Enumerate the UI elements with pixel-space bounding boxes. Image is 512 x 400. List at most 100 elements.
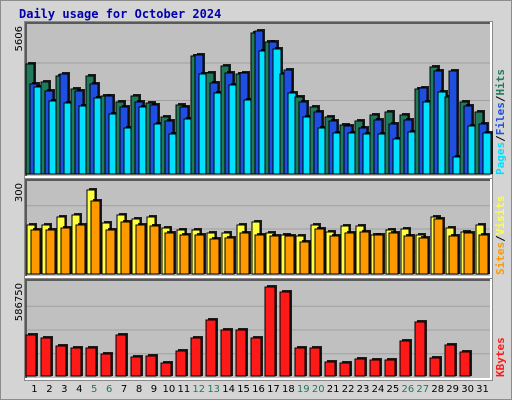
bar-kbytes-day-25-face <box>384 359 396 377</box>
bar-kbytes-day-12-face <box>190 337 202 377</box>
bar-sites-day-17-face <box>269 235 280 275</box>
bar-sites-day-30 <box>463 231 475 275</box>
bar-kbytes-day-22 <box>339 361 352 377</box>
bar-kbytes-day-4-face <box>70 347 82 377</box>
legend-item: / <box>494 235 507 242</box>
legend-item: Sites <box>494 242 507 275</box>
bar-kbytes-day-3 <box>55 344 68 377</box>
bar-kbytes-day-26 <box>399 339 412 377</box>
bar-sites-day-9-face <box>149 225 160 275</box>
bar-kbytes-day-11-face <box>175 350 187 377</box>
bar-sites-day-16 <box>254 233 266 275</box>
bar-sites-day-6 <box>105 228 117 275</box>
bar-kbytes-day-29 <box>444 343 457 377</box>
bar-sites-day-11 <box>179 233 191 275</box>
bar-sites-day-1 <box>30 228 42 275</box>
bar-sites-day-28 <box>433 217 445 275</box>
bar-sites-day-10 <box>164 231 176 275</box>
bar-kbytes-day-2 <box>40 336 53 377</box>
bar-kbytes-day-5-face <box>85 347 97 377</box>
bar-kbytes-day-8 <box>130 355 143 377</box>
panel-2-legend: KBytes <box>494 337 507 377</box>
bar-kbytes-day-25 <box>384 358 397 377</box>
x-tick-label-day-11: 11 <box>177 384 190 395</box>
bar-kbytes-day-28-face <box>429 357 441 377</box>
bar-kbytes-day-26-face <box>399 340 411 377</box>
bar-kbytes-day-23-face <box>354 358 366 377</box>
bar-kbytes-day-9 <box>145 354 158 377</box>
bar-sites-day-15 <box>239 231 251 275</box>
bar-kbytes-day-9-face <box>145 355 157 377</box>
bar-sites-day-5-face <box>90 200 101 275</box>
bar-kbytes-day-17 <box>264 285 277 377</box>
x-tick-label-day-20: 20 <box>312 384 325 395</box>
bar-kbytes-day-6-face <box>100 353 112 377</box>
bar-sites-day-8 <box>135 223 147 275</box>
bar-sites-day-11-face <box>179 234 190 275</box>
bar-sites-day-14-face <box>224 237 235 275</box>
bar-sites-day-12 <box>194 233 206 275</box>
x-tick-label-day-25: 25 <box>387 384 400 395</box>
x-tick-label-day-10: 10 <box>163 384 176 395</box>
bar-sites-day-25-face <box>388 232 399 275</box>
x-tick-label-day-31: 31 <box>476 384 489 395</box>
bar-kbytes-day-24 <box>369 358 382 377</box>
x-tick-label-day-23: 23 <box>357 384 370 395</box>
bar-sites-day-3 <box>60 226 72 275</box>
bar-kbytes-day-11 <box>175 349 188 377</box>
bar-sites-day-27-face <box>418 237 429 275</box>
bar-sites-day-13-face <box>209 238 220 275</box>
x-tick-label-day-9: 9 <box>151 384 157 395</box>
bar-kbytes-day-5 <box>85 346 98 377</box>
x-tick-label-day-19: 19 <box>297 384 310 395</box>
bar-sites-day-26 <box>403 234 415 275</box>
bar-sites-day-24 <box>373 233 385 275</box>
bar-sites-day-23-face <box>359 231 370 275</box>
bar-kbytes-day-21 <box>324 360 337 377</box>
x-tick-label-day-21: 21 <box>327 384 340 395</box>
x-tick-label-day-17: 17 <box>267 384 280 395</box>
bar-kbytes-day-6 <box>100 352 113 377</box>
chart-title: Daily usage for October 2024 <box>19 7 222 21</box>
bar-kbytes-day-27 <box>414 320 427 377</box>
legend-item: Hits <box>494 69 507 96</box>
bar-sites-day-16-face <box>254 234 265 275</box>
bar-sites-day-15-face <box>239 232 250 275</box>
bar-pages-day-31 <box>482 131 493 175</box>
bar-sites-day-29 <box>448 234 460 275</box>
bar-kbytes-day-14 <box>220 328 233 377</box>
bar-sites-day-26-face <box>403 235 414 275</box>
bar-kbytes-day-10 <box>160 361 173 377</box>
legend-item: Files <box>494 102 507 135</box>
bar-kbytes-day-30-face <box>459 351 471 377</box>
x-tick-label-day-1: 1 <box>31 384 37 395</box>
bar-kbytes-day-22-face <box>339 362 351 377</box>
x-tick-label-day-27: 27 <box>416 384 429 395</box>
bar-sites-day-12-face <box>194 234 205 275</box>
bar-sites-day-4 <box>75 223 87 275</box>
bar-sites-day-1-face <box>30 229 41 275</box>
x-tick-label-day-4: 4 <box>76 384 82 395</box>
bar-kbytes-day-1-face <box>25 334 37 377</box>
x-tick-label-day-6: 6 <box>106 384 112 395</box>
bar-sites-day-13 <box>209 237 221 275</box>
bar-sites-day-29-face <box>448 235 459 275</box>
bar-kbytes-day-3-face <box>55 345 67 377</box>
x-tick-label-day-3: 3 <box>61 384 67 395</box>
legend-item: KBytes <box>494 337 507 377</box>
bar-kbytes-day-2-face <box>40 337 52 377</box>
x-tick-label-day-29: 29 <box>446 384 459 395</box>
bar-sites-day-27 <box>418 236 430 275</box>
bar-sites-day-21 <box>329 234 341 275</box>
x-tick-label-day-15: 15 <box>237 384 250 395</box>
bar-sites-day-20 <box>314 227 326 275</box>
bar-kbytes-day-13-face <box>205 319 217 377</box>
bar-sites-day-25 <box>388 231 400 275</box>
legend-item: / <box>494 95 507 102</box>
bar-sites-day-10-face <box>164 232 175 275</box>
x-tick-label-day-22: 22 <box>342 384 355 395</box>
bar-kbytes-day-18 <box>279 290 292 377</box>
bar-sites-day-19 <box>299 240 311 275</box>
bar-kbytes-day-19 <box>294 346 307 377</box>
